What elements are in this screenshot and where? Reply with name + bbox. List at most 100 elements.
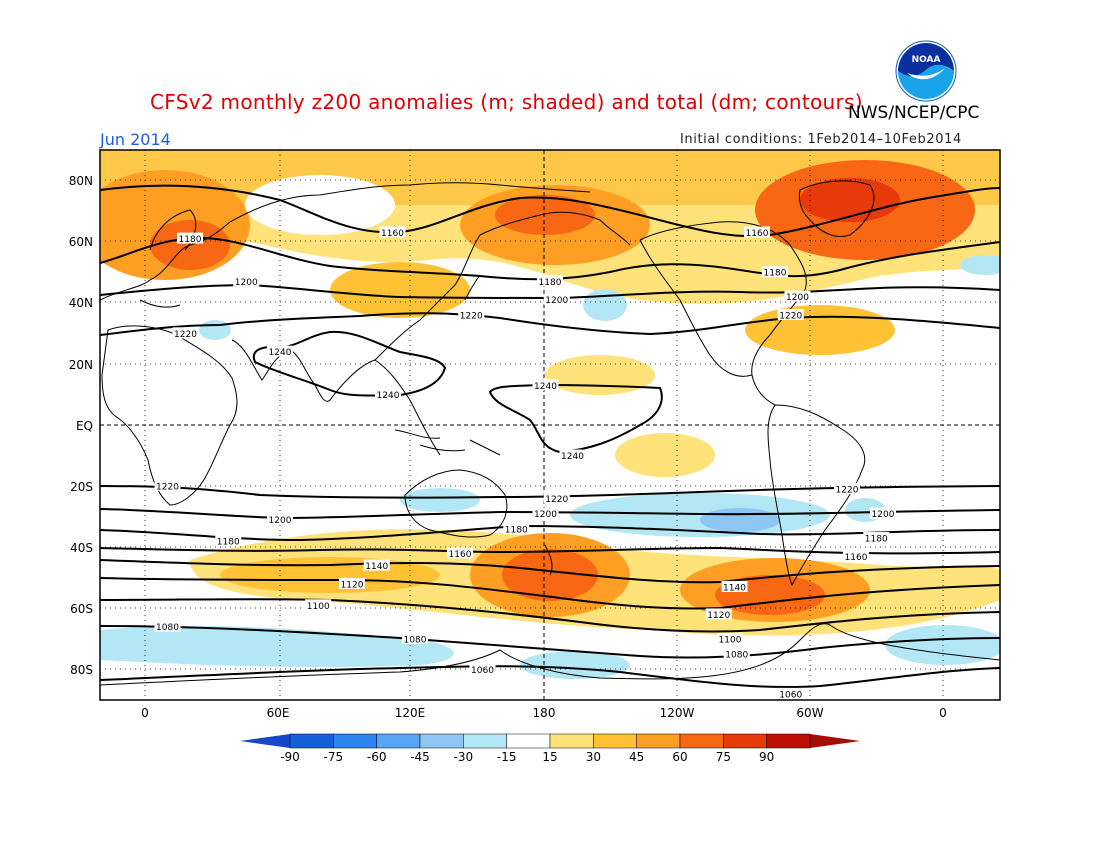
- contour-label-bg: [469, 663, 496, 675]
- colorbar-box: [766, 733, 811, 749]
- initial-conditions: Initial conditions: 1Feb2014–10Feb2014: [680, 132, 962, 147]
- contour-label: 1240: [377, 391, 400, 401]
- anomaly-region-antarctic-neg-3: [885, 625, 1000, 665]
- contour-label-bg: [233, 275, 260, 287]
- contour-label-bg: [843, 550, 869, 562]
- agency-label: NWS/NCEP/CPC: [848, 103, 980, 123]
- lat-label: 60S: [70, 602, 93, 616]
- contour-label: 1060: [471, 666, 494, 676]
- contour-label: 1160: [746, 229, 769, 239]
- colorbar-tick-label: 15: [542, 750, 557, 764]
- colorbar-low-arrow: [240, 734, 290, 748]
- contour-label-bg: [215, 535, 242, 547]
- logo-sea: [898, 64, 954, 99]
- contour-label: 1160: [845, 553, 868, 563]
- contour-label-bg: [379, 226, 406, 238]
- contour-label: 1200: [545, 296, 568, 306]
- colorbar-tick-label: -90: [280, 750, 300, 764]
- contour-label-bg: [721, 580, 748, 592]
- colorbar-box: [419, 733, 464, 749]
- colorbar-box: [636, 733, 681, 749]
- map-title: CFSv2 monthly z200 anomalies (m; shaded)…: [150, 90, 863, 114]
- contour-label-bg: [154, 480, 181, 492]
- lat-label: 20S: [70, 480, 93, 494]
- contour-label-bg: [777, 687, 804, 699]
- colorbar-box: [463, 733, 507, 749]
- contour-label-bg: [870, 507, 896, 519]
- contour-label: 1220: [174, 330, 197, 340]
- anomaly-region-neg-europe: [960, 255, 1000, 275]
- coastline-asia: [231, 211, 631, 456]
- contour-label: 1200: [786, 293, 809, 303]
- anomaly-region-antarctic-neg-2: [520, 651, 630, 679]
- contour-label: 1200: [534, 510, 557, 520]
- colorbar-box: [593, 733, 637, 749]
- contour-label-bg: [154, 620, 181, 632]
- anomaly-region-siberia-core: [495, 195, 595, 235]
- lon-label: 120E: [395, 706, 426, 720]
- anomaly-region-east-asia: [330, 262, 470, 318]
- contour-label: 1240: [269, 348, 292, 358]
- colorbar-box: [679, 733, 724, 749]
- lon-label: 60E: [267, 706, 290, 720]
- contour-label-bg: [723, 648, 750, 660]
- coastline-greenland: [798, 180, 875, 237]
- colorbar-tick-label: -60: [367, 750, 387, 764]
- contour-label: 1100: [307, 602, 330, 612]
- contour-label-bg: [543, 293, 570, 305]
- contour-label-bg: [267, 513, 293, 525]
- map-plot-area: 1180 1160 1180 1160 1180 1200 1200 1200 1220 1220…: [99, 149, 1001, 701]
- contour-label: 1180: [764, 269, 787, 279]
- coastline-south-america: [767, 404, 866, 587]
- coastline-europe: [100, 221, 231, 308]
- lon-label: 60W: [796, 706, 823, 720]
- contour-label: 1160: [449, 550, 472, 560]
- lat-label: 60N: [69, 235, 93, 249]
- colorbar-tick-label: 30: [586, 750, 601, 764]
- anomaly-region-na-east: [745, 305, 895, 355]
- colorbar-tick-label: 75: [716, 750, 731, 764]
- contour-label: 1180: [179, 235, 202, 245]
- coastline-australia: [404, 469, 508, 538]
- contour-label-bg: [863, 532, 890, 544]
- contour-1160-nh: [100, 184, 1000, 238]
- lat-label: 40S: [70, 541, 93, 555]
- anomaly-region-trop-pac: [545, 355, 655, 395]
- contour-label: 1180: [865, 535, 888, 545]
- coastline-north-america: [639, 221, 807, 406]
- contour-label: 1160: [381, 229, 404, 239]
- contour-label: 1200: [235, 278, 258, 288]
- logo-sky: [898, 43, 954, 77]
- logo-text: NOAA: [912, 55, 941, 65]
- anomaly-region-neg-arabia: [199, 320, 231, 340]
- contour-label-bg: [559, 449, 586, 461]
- contour-label: 1220: [545, 495, 568, 505]
- contour-1220-nh: [100, 312, 1000, 336]
- contour-label: 1200: [269, 516, 292, 526]
- colorbar-tick-label: -30: [454, 750, 474, 764]
- contour-label-bg: [834, 483, 860, 495]
- contour-label-bg: [762, 266, 788, 278]
- lon-label: 0: [939, 706, 947, 720]
- contour-1060-sh: [100, 665, 1000, 689]
- contour-label-bg: [503, 522, 530, 534]
- contour-1100-sh: [100, 598, 1000, 633]
- anomaly-region-white-nh: [245, 175, 395, 235]
- colorbar-tick-label: 60: [672, 750, 687, 764]
- logo-gull: [907, 68, 945, 80]
- contour-label-bg: [532, 507, 559, 519]
- coastline-indonesia: [394, 429, 501, 456]
- lat-label: 20N: [69, 358, 93, 372]
- forecast-month: Jun 2014: [100, 130, 171, 149]
- contour-label-bg: [267, 345, 293, 357]
- contour-label: 1080: [404, 635, 427, 645]
- contour-label-bg: [375, 388, 401, 400]
- contour-label-bg: [543, 492, 570, 504]
- contour-label-bg: [777, 309, 804, 320]
- contour-1080-sh: [100, 625, 1000, 659]
- lat-label: EQ: [76, 419, 93, 433]
- contour-label: 1180: [505, 525, 528, 535]
- contour-label: 1140: [723, 583, 746, 593]
- lon-label: 0: [141, 706, 149, 720]
